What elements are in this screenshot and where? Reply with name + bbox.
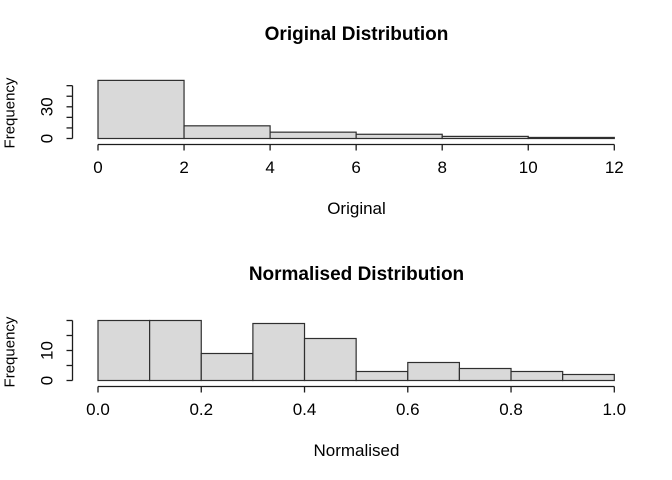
original-x-axis-label: Original bbox=[327, 199, 386, 218]
normalised-x-axis-label: Normalised bbox=[313, 441, 400, 460]
x-tick-label: 1.0 bbox=[602, 400, 626, 419]
histogram-bar bbox=[441, 135, 529, 140]
normalised-y-axis-label: Frequency bbox=[1, 316, 19, 388]
x-tick-label: 10 bbox=[519, 158, 538, 177]
histogram-bar bbox=[510, 370, 564, 382]
histogram-bar bbox=[303, 337, 357, 382]
histogram-bar bbox=[252, 322, 306, 382]
y-tick-label: 0 bbox=[38, 376, 57, 385]
histogram-bar bbox=[200, 352, 254, 382]
normalised-histogram-canvas: 0 10 0.0 0.2 0.4 0.6 0.8 1.0 bbox=[38, 319, 626, 419]
y-tick-label: 10 bbox=[38, 341, 57, 360]
histogram-bar bbox=[269, 131, 357, 140]
x-tick-label: 6 bbox=[351, 158, 360, 177]
x-tick-label: 4 bbox=[265, 158, 274, 177]
histogram-bar bbox=[97, 79, 185, 140]
histogram-bar bbox=[407, 361, 461, 382]
x-tick-label: 0.2 bbox=[189, 400, 213, 419]
x-tick-label: 2 bbox=[179, 158, 188, 177]
y-tick-label: 30 bbox=[38, 97, 57, 116]
histogram-bar bbox=[355, 133, 443, 140]
histogram-bar bbox=[183, 125, 271, 140]
histogram-bar bbox=[527, 136, 615, 140]
original-y-axis-label: Frequency bbox=[1, 77, 19, 149]
normalised-chart-title: Normalised Distribution bbox=[248, 264, 465, 285]
x-tick-label: 0 bbox=[93, 158, 102, 177]
histogram-bar bbox=[562, 373, 615, 382]
normalised-distribution-panel: 0 10 0.0 0.2 0.4 0.6 0.8 1.0 Normalised Distrib… bbox=[0, 240, 672, 480]
original-histogram-canvas: 0 30 0 2 4 6 8 10 12 bbox=[38, 79, 624, 177]
original-chart-title: Original Distribution bbox=[264, 24, 449, 45]
x-tick-label: 0.6 bbox=[396, 400, 420, 419]
x-tick-label: 0.4 bbox=[293, 400, 317, 419]
x-tick-label: 8 bbox=[437, 158, 446, 177]
original-distribution-panel: 0 30 0 2 4 6 8 10 12 Original Distribution Frequ… bbox=[1, 24, 624, 218]
histogram-bar bbox=[149, 319, 202, 382]
histogram-bar bbox=[355, 370, 409, 382]
x-tick-label: 0.0 bbox=[86, 400, 110, 419]
x-tick-label: 0.8 bbox=[499, 400, 523, 419]
histogram-bar bbox=[97, 319, 151, 382]
y-tick-label: 0 bbox=[38, 134, 57, 143]
x-tick-label: 12 bbox=[605, 158, 624, 177]
histogram-bar bbox=[458, 367, 512, 382]
